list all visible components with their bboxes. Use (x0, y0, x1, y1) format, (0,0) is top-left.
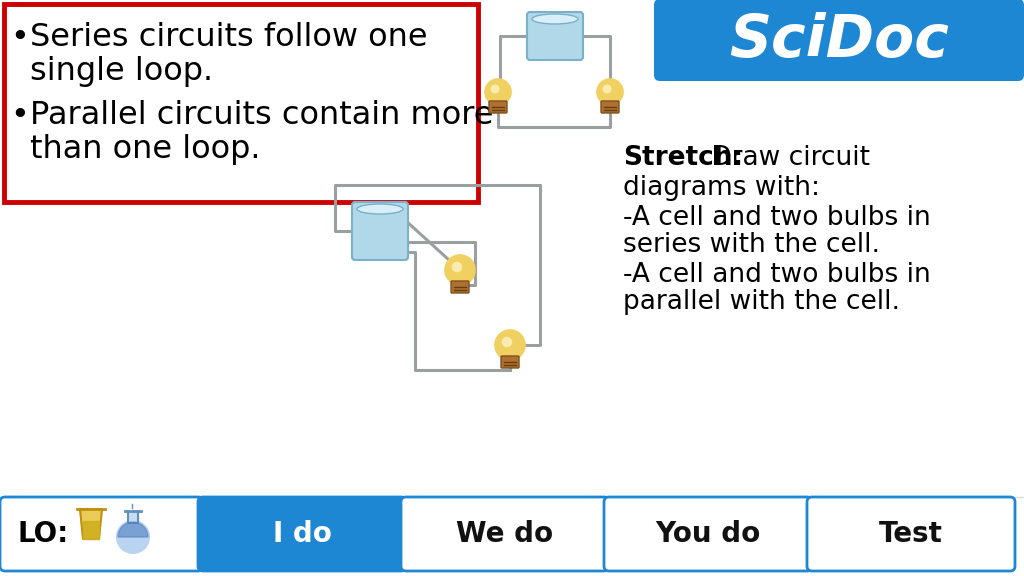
Bar (0, 497, 1024, 571)
FancyBboxPatch shape (501, 356, 519, 368)
FancyBboxPatch shape (451, 281, 469, 293)
Circle shape (485, 79, 511, 105)
Text: Draw circuit: Draw circuit (703, 145, 870, 171)
Polygon shape (128, 511, 138, 523)
FancyBboxPatch shape (601, 101, 618, 113)
Text: Stretch:: Stretch: (623, 145, 743, 171)
Polygon shape (83, 521, 99, 539)
Polygon shape (80, 509, 102, 539)
FancyBboxPatch shape (198, 497, 406, 571)
Text: series with the cell.: series with the cell. (623, 232, 880, 258)
Circle shape (597, 79, 623, 105)
FancyBboxPatch shape (489, 101, 507, 113)
FancyBboxPatch shape (604, 497, 812, 571)
FancyBboxPatch shape (0, 497, 203, 571)
Text: LO:: LO: (17, 520, 69, 548)
Text: •: • (10, 22, 29, 53)
Text: Test: Test (879, 520, 943, 548)
FancyBboxPatch shape (654, 0, 1024, 81)
Circle shape (495, 330, 525, 360)
FancyBboxPatch shape (807, 497, 1015, 571)
Text: We do: We do (457, 520, 554, 548)
Text: •: • (10, 100, 29, 131)
Circle shape (502, 337, 512, 347)
Text: single loop.: single loop. (30, 56, 213, 87)
FancyBboxPatch shape (401, 497, 609, 571)
Circle shape (117, 521, 150, 553)
Circle shape (452, 262, 462, 272)
Circle shape (490, 85, 500, 93)
Text: You do: You do (655, 520, 761, 548)
FancyBboxPatch shape (527, 12, 583, 60)
Text: I do: I do (272, 520, 332, 548)
Text: parallel with the cell.: parallel with the cell. (623, 289, 900, 315)
FancyBboxPatch shape (352, 202, 408, 260)
Text: Series circuits follow one: Series circuits follow one (30, 22, 428, 53)
Ellipse shape (532, 14, 578, 24)
Text: than one loop.: than one loop. (30, 134, 260, 165)
Text: Parallel circuits contain more: Parallel circuits contain more (30, 100, 494, 131)
Text: SciDoc: SciDoc (729, 12, 949, 69)
Circle shape (445, 255, 475, 285)
Text: -A cell and two bulbs in: -A cell and two bulbs in (623, 262, 931, 288)
Text: diagrams with:: diagrams with: (623, 175, 820, 201)
Ellipse shape (357, 204, 403, 214)
Circle shape (602, 85, 611, 93)
Wedge shape (118, 522, 148, 537)
Text: -A cell and two bulbs in: -A cell and two bulbs in (623, 205, 931, 231)
